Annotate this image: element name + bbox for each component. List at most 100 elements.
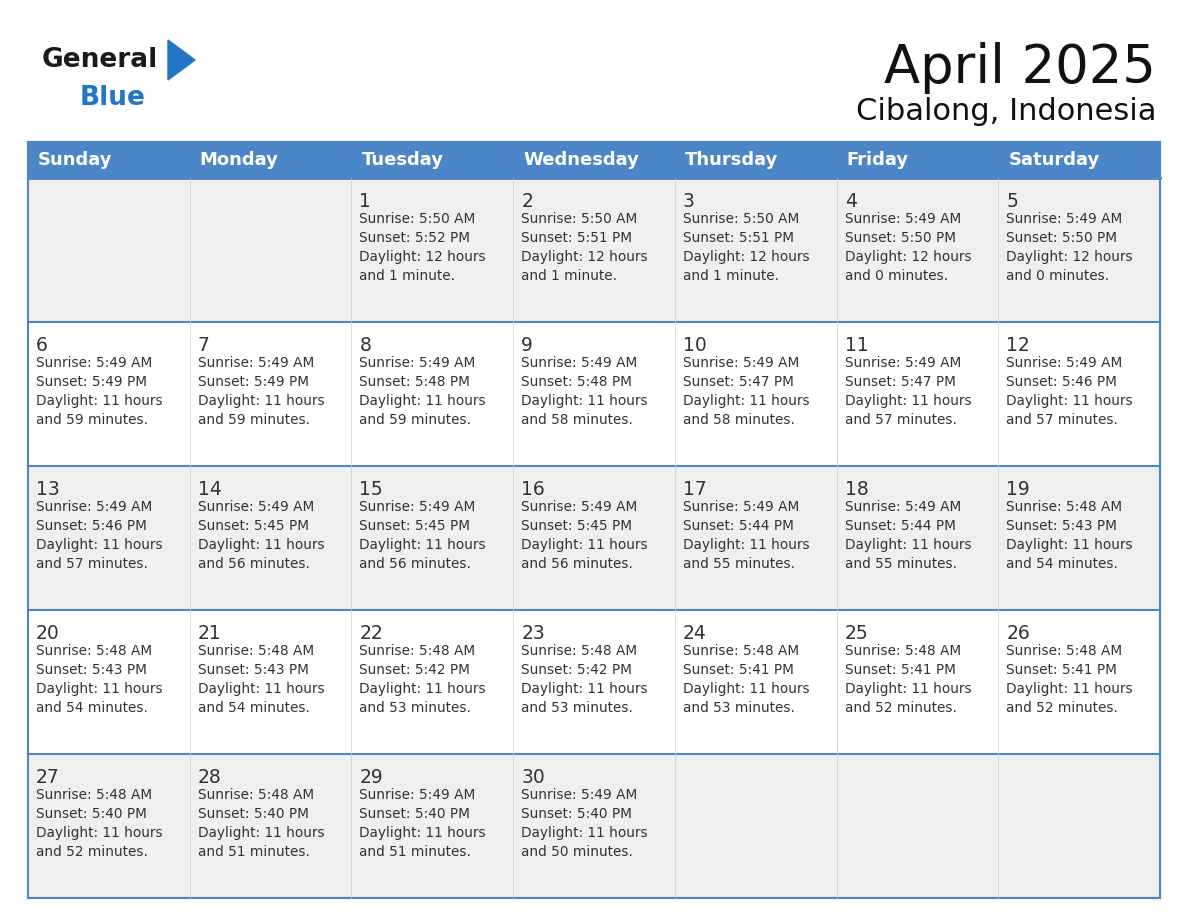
Text: Sunset: 5:40 PM: Sunset: 5:40 PM xyxy=(360,807,470,821)
Bar xyxy=(675,178,836,322)
Bar xyxy=(29,178,190,322)
Text: Tuesday: Tuesday xyxy=(361,151,443,169)
Bar xyxy=(513,610,675,754)
Text: 17: 17 xyxy=(683,480,707,499)
Text: Daylight: 12 hours: Daylight: 12 hours xyxy=(683,250,809,264)
Text: Sunrise: 5:49 AM: Sunrise: 5:49 AM xyxy=(683,500,800,514)
Text: 26: 26 xyxy=(1006,624,1030,643)
Text: and 56 minutes.: and 56 minutes. xyxy=(522,557,633,571)
Text: 1: 1 xyxy=(360,192,372,211)
Text: Sunset: 5:43 PM: Sunset: 5:43 PM xyxy=(1006,519,1117,533)
Text: Sunset: 5:44 PM: Sunset: 5:44 PM xyxy=(845,519,955,533)
Bar xyxy=(29,142,1159,178)
Bar xyxy=(190,466,352,610)
Text: Sunset: 5:49 PM: Sunset: 5:49 PM xyxy=(36,375,147,389)
Text: Daylight: 11 hours: Daylight: 11 hours xyxy=(845,394,972,408)
Bar xyxy=(836,178,998,322)
Text: Daylight: 11 hours: Daylight: 11 hours xyxy=(1006,682,1133,696)
Bar xyxy=(352,610,513,754)
Text: Sunrise: 5:49 AM: Sunrise: 5:49 AM xyxy=(197,356,314,370)
Text: Daylight: 11 hours: Daylight: 11 hours xyxy=(197,682,324,696)
Bar xyxy=(836,466,998,610)
Text: 23: 23 xyxy=(522,624,545,643)
Text: Sunrise: 5:49 AM: Sunrise: 5:49 AM xyxy=(36,356,152,370)
Bar xyxy=(29,754,190,898)
Text: and 53 minutes.: and 53 minutes. xyxy=(522,701,633,715)
Text: Daylight: 11 hours: Daylight: 11 hours xyxy=(36,394,163,408)
Bar xyxy=(190,322,352,466)
Text: and 58 minutes.: and 58 minutes. xyxy=(683,413,795,427)
Bar xyxy=(836,610,998,754)
Text: Daylight: 11 hours: Daylight: 11 hours xyxy=(197,826,324,840)
Bar xyxy=(190,178,352,322)
Text: Sunset: 5:45 PM: Sunset: 5:45 PM xyxy=(197,519,309,533)
Text: Sunset: 5:41 PM: Sunset: 5:41 PM xyxy=(1006,663,1117,677)
Text: Saturday: Saturday xyxy=(1009,151,1100,169)
Text: Thursday: Thursday xyxy=(684,151,778,169)
Bar xyxy=(352,322,513,466)
Text: Sunset: 5:49 PM: Sunset: 5:49 PM xyxy=(197,375,309,389)
Text: and 1 minute.: and 1 minute. xyxy=(522,269,617,283)
Bar xyxy=(513,754,675,898)
Text: and 0 minutes.: and 0 minutes. xyxy=(1006,269,1110,283)
Text: Sunset: 5:51 PM: Sunset: 5:51 PM xyxy=(522,231,632,245)
Text: and 57 minutes.: and 57 minutes. xyxy=(1006,413,1118,427)
Text: Sunset: 5:50 PM: Sunset: 5:50 PM xyxy=(845,231,955,245)
Text: and 57 minutes.: and 57 minutes. xyxy=(845,413,956,427)
Text: Sunset: 5:43 PM: Sunset: 5:43 PM xyxy=(36,663,147,677)
Text: Sunrise: 5:48 AM: Sunrise: 5:48 AM xyxy=(36,644,152,658)
Text: Daylight: 11 hours: Daylight: 11 hours xyxy=(1006,538,1133,552)
Polygon shape xyxy=(168,40,195,80)
Text: Daylight: 11 hours: Daylight: 11 hours xyxy=(36,682,163,696)
Text: 7: 7 xyxy=(197,336,209,355)
Bar xyxy=(190,610,352,754)
Text: and 53 minutes.: and 53 minutes. xyxy=(683,701,795,715)
Text: Sunset: 5:41 PM: Sunset: 5:41 PM xyxy=(845,663,955,677)
Text: 29: 29 xyxy=(360,768,384,787)
Text: Sunset: 5:51 PM: Sunset: 5:51 PM xyxy=(683,231,794,245)
Text: Sunrise: 5:50 AM: Sunrise: 5:50 AM xyxy=(522,212,638,226)
Text: Sunset: 5:47 PM: Sunset: 5:47 PM xyxy=(845,375,955,389)
Text: Sunset: 5:40 PM: Sunset: 5:40 PM xyxy=(197,807,309,821)
Text: 2: 2 xyxy=(522,192,533,211)
Bar xyxy=(836,322,998,466)
Bar xyxy=(29,610,190,754)
Text: Sunset: 5:40 PM: Sunset: 5:40 PM xyxy=(522,807,632,821)
Text: 25: 25 xyxy=(845,624,868,643)
Text: Sunset: 5:41 PM: Sunset: 5:41 PM xyxy=(683,663,794,677)
Text: and 59 minutes.: and 59 minutes. xyxy=(197,413,310,427)
Text: and 56 minutes.: and 56 minutes. xyxy=(197,557,310,571)
Text: and 54 minutes.: and 54 minutes. xyxy=(1006,557,1118,571)
Text: Sunrise: 5:49 AM: Sunrise: 5:49 AM xyxy=(1006,212,1123,226)
Text: and 51 minutes.: and 51 minutes. xyxy=(360,845,472,859)
Text: Sunrise: 5:48 AM: Sunrise: 5:48 AM xyxy=(683,644,800,658)
Text: 24: 24 xyxy=(683,624,707,643)
Text: General: General xyxy=(42,47,158,73)
Text: Sunrise: 5:49 AM: Sunrise: 5:49 AM xyxy=(360,788,475,802)
Text: 9: 9 xyxy=(522,336,533,355)
Text: 13: 13 xyxy=(36,480,59,499)
Text: Sunrise: 5:49 AM: Sunrise: 5:49 AM xyxy=(683,356,800,370)
Bar xyxy=(352,754,513,898)
Text: 12: 12 xyxy=(1006,336,1030,355)
Bar xyxy=(998,754,1159,898)
Text: 28: 28 xyxy=(197,768,221,787)
Text: Daylight: 11 hours: Daylight: 11 hours xyxy=(360,394,486,408)
Text: Sunset: 5:45 PM: Sunset: 5:45 PM xyxy=(360,519,470,533)
Bar xyxy=(29,466,190,610)
Text: 21: 21 xyxy=(197,624,221,643)
Text: Friday: Friday xyxy=(847,151,909,169)
Text: Sunrise: 5:48 AM: Sunrise: 5:48 AM xyxy=(1006,644,1123,658)
Text: and 57 minutes.: and 57 minutes. xyxy=(36,557,147,571)
Text: Daylight: 11 hours: Daylight: 11 hours xyxy=(522,682,647,696)
Text: Sunset: 5:46 PM: Sunset: 5:46 PM xyxy=(36,519,147,533)
Text: Daylight: 11 hours: Daylight: 11 hours xyxy=(197,538,324,552)
Text: Sunrise: 5:48 AM: Sunrise: 5:48 AM xyxy=(1006,500,1123,514)
Text: and 55 minutes.: and 55 minutes. xyxy=(683,557,795,571)
Text: Sunset: 5:52 PM: Sunset: 5:52 PM xyxy=(360,231,470,245)
Text: Sunset: 5:46 PM: Sunset: 5:46 PM xyxy=(1006,375,1117,389)
Text: Sunrise: 5:48 AM: Sunrise: 5:48 AM xyxy=(197,788,314,802)
Text: Daylight: 12 hours: Daylight: 12 hours xyxy=(360,250,486,264)
Text: and 58 minutes.: and 58 minutes. xyxy=(522,413,633,427)
Text: Monday: Monday xyxy=(200,151,279,169)
